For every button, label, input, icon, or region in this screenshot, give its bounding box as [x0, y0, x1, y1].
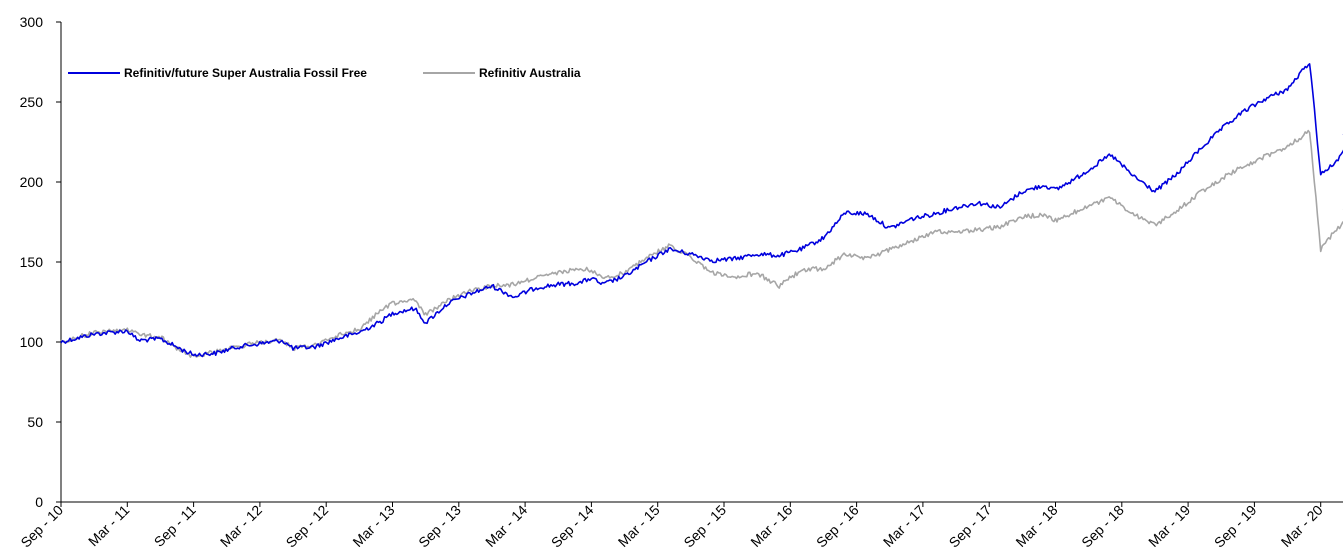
x-tick-label: Mar - 15 [615, 502, 663, 550]
y-tick-label: 200 [20, 174, 44, 190]
x-tick-label: Sep - 17 [946, 502, 995, 551]
x-axis: Sep - 10 Mar - 11 Sep - 11 Mar - 12 Sep - 12… [17, 501, 1343, 551]
x-tick-label: Sep - 13 [415, 502, 464, 551]
y-tick-label: 150 [20, 254, 44, 270]
y-axis: 0 50 100 150 200 250 300 [20, 14, 62, 510]
x-tick-label: Sep - 18 [1078, 502, 1127, 551]
legend-label-australia: Refinitiv Australia [479, 66, 581, 80]
x-tick-label: Mar - 20 [1278, 502, 1326, 550]
y-tick-label: 300 [20, 14, 44, 30]
x-tick-label: Mar - 17 [880, 502, 928, 550]
y-tick-label: 50 [27, 414, 43, 430]
series-line-australia [60, 129, 1343, 358]
x-tick-label: Mar - 14 [482, 502, 530, 550]
x-tick-label: Sep - 16 [813, 502, 862, 551]
x-tick-label: Sep - 12 [283, 502, 332, 551]
legend-label-fossil-free: Refinitiv/future Super Australia Fossil … [124, 66, 367, 80]
x-tick-label: Sep - 15 [680, 502, 729, 551]
x-tick-label: Sep - 19 [1211, 502, 1260, 551]
x-tick-label: Mar - 13 [349, 502, 397, 550]
x-tick-label: Mar - 18 [1012, 502, 1060, 550]
legend: Refinitiv/future Super Australia Fossil … [68, 66, 581, 80]
series-lines [60, 63, 1343, 358]
x-tick-label: Sep - 11 [151, 502, 199, 550]
series-line-fossil-free [60, 63, 1343, 358]
y-tick-label: 100 [20, 334, 44, 350]
x-tick-label: Mar - 12 [217, 502, 265, 550]
x-tick-label: Mar - 11 [85, 502, 133, 550]
x-tick-label: Sep - 14 [548, 502, 597, 551]
y-tick-label: 250 [20, 94, 44, 110]
y-tick-label: 0 [35, 494, 43, 510]
x-tick-label: Mar - 19 [1145, 502, 1193, 550]
x-tick-label: Mar - 16 [747, 502, 795, 550]
